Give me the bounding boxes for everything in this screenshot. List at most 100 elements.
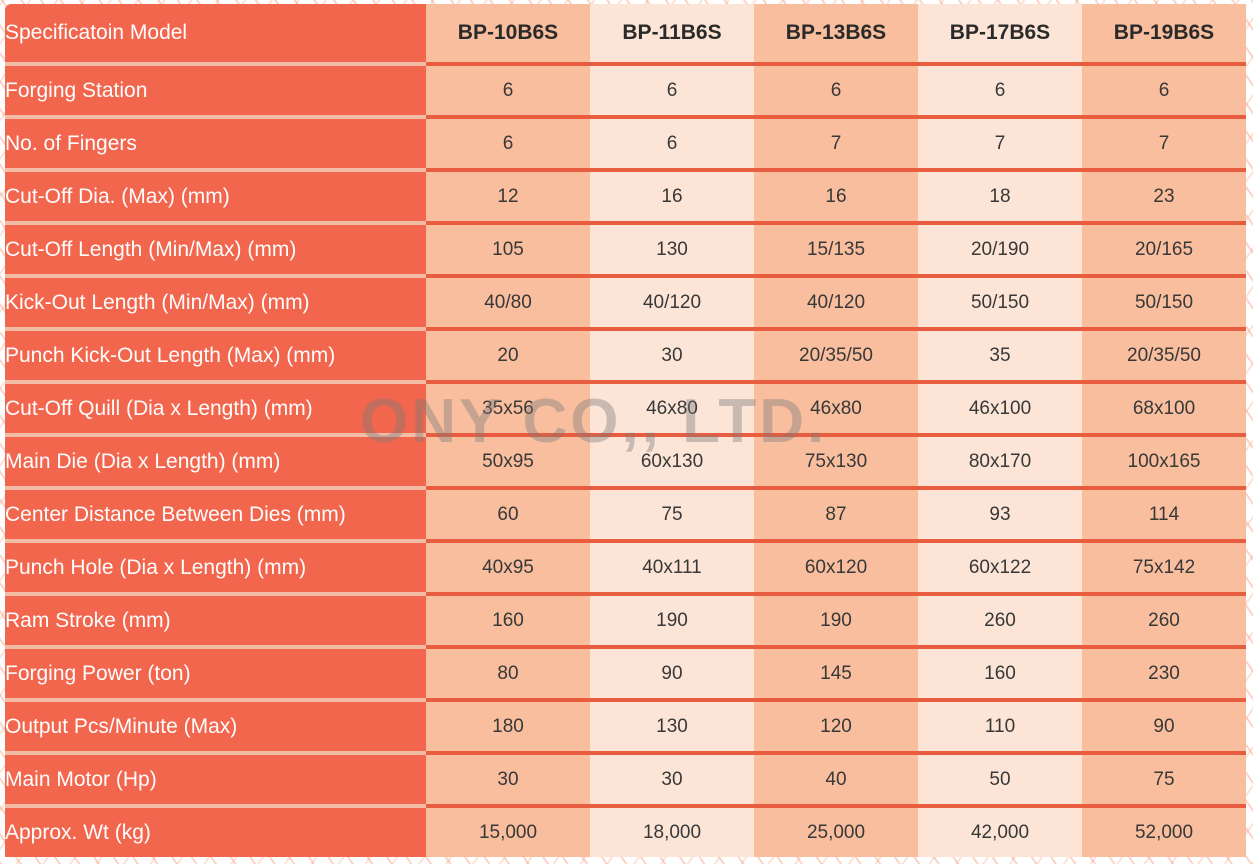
value-cell: 50 (918, 755, 1082, 808)
value-cell: 110 (918, 702, 1082, 755)
value-cell: 7 (1082, 119, 1246, 172)
value-cell: 50x95 (426, 437, 590, 490)
value-cell: 6 (590, 66, 754, 119)
value-cell: 75 (590, 490, 754, 543)
row-label: Forging Power (ton) (5, 649, 426, 702)
value-cell: 90 (590, 649, 754, 702)
value-cell: 50/150 (918, 278, 1082, 331)
row-label: Cut-Off Dia. (Max) (mm) (5, 172, 426, 225)
value-cell: 25,000 (754, 808, 918, 857)
table-row: Cut-Off Dia. (Max) (mm) 12 16 16 18 23 (5, 172, 1246, 225)
row-label: No. of Fingers (5, 119, 426, 172)
value-cell: 46x80 (590, 384, 754, 437)
table-row: Main Die (Dia x Length) (mm) 50x95 60x130 7… (5, 437, 1246, 490)
value-cell: 20/190 (918, 225, 1082, 278)
value-cell: 75x130 (754, 437, 918, 490)
table-row: No. of Fingers 6 6 7 7 7 (5, 119, 1246, 172)
value-cell: 6 (590, 119, 754, 172)
header-row: Specificatoin Model BP-10B6S BP-11B6S BP-13… (5, 4, 1246, 66)
model-column-header: BP-11B6S (590, 4, 754, 66)
value-cell: 60 (426, 490, 590, 543)
value-cell: 40x111 (590, 543, 754, 596)
spec-table: Specificatoin Model BP-10B6S BP-11B6S BP-13… (5, 4, 1246, 857)
value-cell: 130 (590, 225, 754, 278)
value-cell: 46x80 (754, 384, 918, 437)
value-cell: 30 (590, 755, 754, 808)
value-cell: 6 (1082, 66, 1246, 119)
table-row: Punch Kick-Out Length (Max) (mm) 20 30 20/3… (5, 331, 1246, 384)
value-cell: 15/135 (754, 225, 918, 278)
value-cell: 105 (426, 225, 590, 278)
value-cell: 120 (754, 702, 918, 755)
value-cell: 87 (754, 490, 918, 543)
value-cell: 160 (918, 649, 1082, 702)
value-cell: 160 (426, 596, 590, 649)
value-cell: 93 (918, 490, 1082, 543)
value-cell: 60x122 (918, 543, 1082, 596)
value-cell: 6 (754, 66, 918, 119)
row-label: Cut-Off Quill (Dia x Length) (mm) (5, 384, 426, 437)
value-cell: 68x100 (1082, 384, 1246, 437)
table-row: Kick-Out Length (Min/Max) (mm) 40/80 40/12… (5, 278, 1246, 331)
value-cell: 18,000 (590, 808, 754, 857)
value-cell: 35 (918, 331, 1082, 384)
table-row: Forging Power (ton) 80 90 145 160 230 (5, 649, 1246, 702)
model-column-header: BP-19B6S (1082, 4, 1246, 66)
model-column-header: BP-10B6S (426, 4, 590, 66)
value-cell: 190 (590, 596, 754, 649)
value-cell: 35x56 (426, 384, 590, 437)
value-cell: 230 (1082, 649, 1246, 702)
value-cell: 114 (1082, 490, 1246, 543)
value-cell: 6 (426, 119, 590, 172)
value-cell: 130 (590, 702, 754, 755)
value-cell: 80 (426, 649, 590, 702)
value-cell: 20/35/50 (754, 331, 918, 384)
value-cell: 40 (754, 755, 918, 808)
value-cell: 46x100 (918, 384, 1082, 437)
value-cell: 75 (1082, 755, 1246, 808)
value-cell: 18 (918, 172, 1082, 225)
value-cell: 60x120 (754, 543, 918, 596)
table-row: Main Motor (Hp) 30 30 40 50 75 (5, 755, 1246, 808)
table-row: Cut-Off Quill (Dia x Length) (mm) 35x56 46… (5, 384, 1246, 437)
value-cell: 16 (590, 172, 754, 225)
value-cell: 50/150 (1082, 278, 1246, 331)
value-cell: 260 (1082, 596, 1246, 649)
row-label: Center Distance Between Dies (mm) (5, 490, 426, 543)
value-cell: 40/120 (754, 278, 918, 331)
table-row: Forging Station 6 6 6 6 6 (5, 66, 1246, 119)
value-cell: 60x130 (590, 437, 754, 490)
row-label: Main Die (Dia x Length) (mm) (5, 437, 426, 490)
table-row: Output Pcs/Minute (Max) 180 130 120 110 90 (5, 702, 1246, 755)
value-cell: 7 (754, 119, 918, 172)
value-cell: 30 (590, 331, 754, 384)
value-cell: 260 (918, 596, 1082, 649)
value-cell: 42,000 (918, 808, 1082, 857)
row-label: Approx. Wt (kg) (5, 808, 426, 857)
table-row: Ram Stroke (mm) 160 190 190 260 260 (5, 596, 1246, 649)
value-cell: 40/80 (426, 278, 590, 331)
row-label: Main Motor (Hp) (5, 755, 426, 808)
value-cell: 20/165 (1082, 225, 1246, 278)
row-label: Punch Hole (Dia x Length) (mm) (5, 543, 426, 596)
value-cell: 12 (426, 172, 590, 225)
model-column-header: BP-17B6S (918, 4, 1082, 66)
value-cell: 20 (426, 331, 590, 384)
value-cell: 6 (918, 66, 1082, 119)
table-row: Punch Hole (Dia x Length) (mm) 40x95 40x11… (5, 543, 1246, 596)
value-cell: 80x170 (918, 437, 1082, 490)
value-cell: 7 (918, 119, 1082, 172)
value-cell: 16 (754, 172, 918, 225)
value-cell: 40x95 (426, 543, 590, 596)
table-header: Specificatoin Model BP-10B6S BP-11B6S BP-13… (5, 4, 1246, 66)
value-cell: 75x142 (1082, 543, 1246, 596)
row-label: Forging Station (5, 66, 426, 119)
header-label: Specificatoin Model (5, 4, 426, 66)
value-cell: 20/35/50 (1082, 331, 1246, 384)
value-cell: 145 (754, 649, 918, 702)
table-row: Center Distance Between Dies (mm) 60 75 87 9… (5, 490, 1246, 543)
value-cell: 6 (426, 66, 590, 119)
value-cell: 23 (1082, 172, 1246, 225)
row-label: Cut-Off Length (Min/Max) (mm) (5, 225, 426, 278)
